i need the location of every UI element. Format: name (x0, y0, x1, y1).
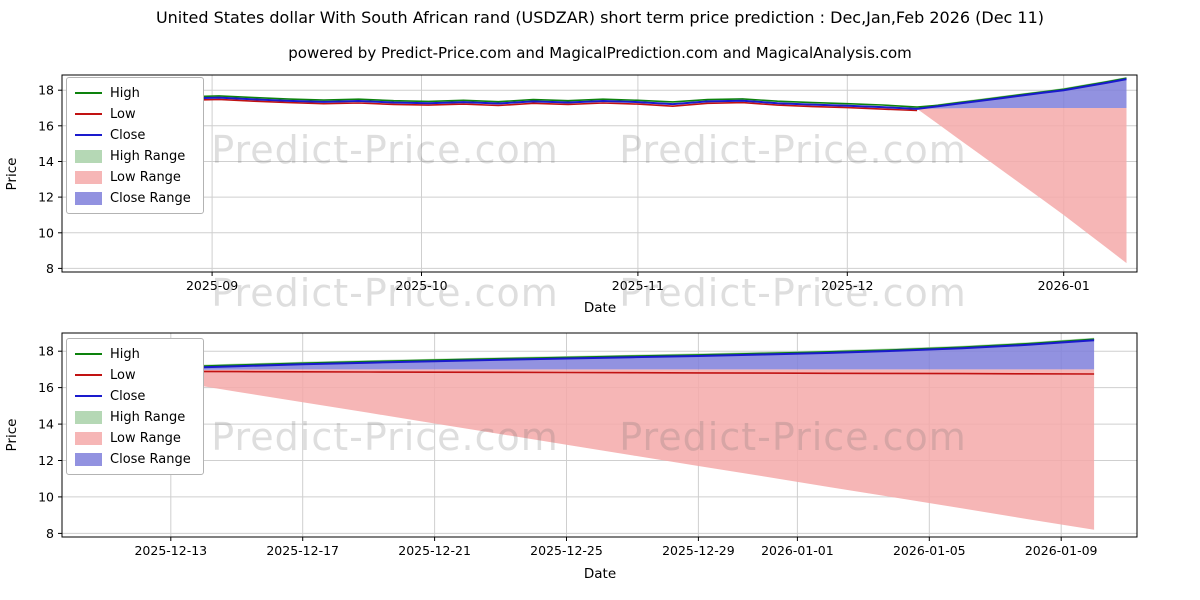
legend-label: High (110, 346, 140, 362)
svg-text:2025-12: 2025-12 (821, 278, 873, 293)
svg-text:Date: Date (584, 300, 616, 316)
svg-text:18: 18 (38, 83, 54, 98)
svg-text:14: 14 (38, 154, 54, 169)
svg-text:18: 18 (38, 344, 54, 359)
legend-label: Close Range (110, 190, 191, 206)
legend-item-low: Low (75, 365, 191, 385)
legend-item-low_range: Low Range (75, 428, 191, 448)
low_range-patch-swatch (75, 170, 102, 184)
close-line-swatch (75, 133, 102, 137)
high-line-swatch (75, 91, 102, 95)
svg-text:12: 12 (38, 190, 54, 205)
bottom-chart-legend: High Low Close High Range Low Range Close Ran… (66, 338, 204, 475)
low-line-swatch (75, 112, 102, 116)
legend-label: High Range (110, 148, 186, 164)
svg-text:2025-12-29: 2025-12-29 (662, 543, 735, 558)
svg-text:2026-01-01: 2026-01-01 (761, 543, 834, 558)
top-chart-legend: High Low Close High Range Low Range Close Ran… (66, 77, 204, 214)
close-line-swatch (75, 394, 102, 398)
svg-text:2025-12-13: 2025-12-13 (134, 543, 207, 558)
svg-text:2026-01-09: 2026-01-09 (1025, 543, 1098, 558)
legend-item-close: Close (75, 125, 191, 145)
low-line-swatch (75, 373, 102, 377)
legend-label: Low (110, 106, 136, 122)
figure-title: United States dollar With South African … (155, 8, 1045, 27)
svg-text:Price: Price (4, 158, 20, 191)
legend-label: High Range (110, 409, 186, 425)
legend-item-low_range: Low Range (75, 167, 191, 187)
svg-text:2025-10: 2025-10 (395, 278, 447, 293)
svg-text:8: 8 (46, 526, 54, 541)
svg-text:12: 12 (38, 453, 54, 468)
legend-label: Close (110, 127, 146, 143)
svg-text:Date: Date (584, 566, 616, 582)
close_range-patch-swatch (75, 191, 102, 205)
legend-item-close_range: Close Range (75, 449, 191, 469)
high_range-patch-swatch (75, 149, 102, 163)
svg-text:16: 16 (38, 380, 54, 395)
svg-text:2025-12-21: 2025-12-21 (398, 543, 471, 558)
legend-label: Low (110, 367, 136, 383)
svg-text:10: 10 (38, 489, 54, 504)
svg-text:2026-01: 2026-01 (1038, 278, 1090, 293)
legend-item-high: High (75, 83, 191, 103)
high_range-patch-swatch (75, 410, 102, 424)
legend-label: High (110, 85, 140, 101)
svg-text:2025-09: 2025-09 (186, 278, 238, 293)
svg-text:2025-12-25: 2025-12-25 (530, 543, 603, 558)
legend-label: Low Range (110, 169, 181, 185)
figure-subtitle: powered by Predict-Price.com and Magical… (288, 44, 912, 62)
svg-text:8: 8 (46, 261, 54, 276)
svg-text:10: 10 (38, 225, 54, 240)
svg-text:2026-01-05: 2026-01-05 (893, 543, 966, 558)
svg-text:2025-12-17: 2025-12-17 (266, 543, 339, 558)
high-line-swatch (75, 352, 102, 356)
legend-item-high: High (75, 344, 191, 364)
legend-item-close_range: Close Range (75, 188, 191, 208)
low_range-patch-swatch (75, 431, 102, 445)
bottom-chart-canvas: 2025-12-13 2025-12-17 2025-12-21 2025-12-25… (4, 332, 1138, 582)
svg-text:14: 14 (38, 417, 54, 432)
legend-item-high_range: High Range (75, 407, 191, 427)
legend-item-high_range: High Range (75, 146, 191, 166)
svg-text:Price: Price (4, 419, 20, 452)
svg-text:2025-11: 2025-11 (612, 278, 664, 293)
top-chart-canvas: 2025-09 2025-10 2025-11 2025-12 2026-01 8 10 12… (4, 74, 1138, 316)
svg-text:16: 16 (38, 118, 54, 133)
legend-label: Low Range (110, 430, 181, 446)
top-chart: 2025-09 2025-10 2025-11 2025-12 2026-01 8 10 12… (0, 68, 1200, 320)
close_range-patch-swatch (75, 452, 102, 466)
legend-label: Close Range (110, 451, 191, 467)
legend-item-close: Close (75, 386, 191, 406)
legend-label: Close (110, 388, 146, 404)
bottom-chart: 2025-12-13 2025-12-17 2025-12-21 2025-12-25… (0, 322, 1200, 594)
legend-item-low: Low (75, 104, 191, 124)
